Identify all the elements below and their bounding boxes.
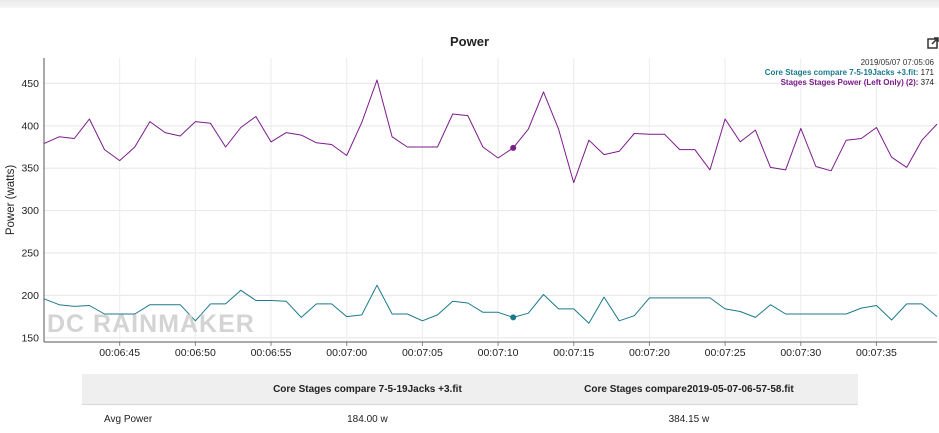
hover-tooltip: 2019/05/07 07:05:06 Core Stages compare … [765,58,934,88]
stats-header-row: Core Stages compare 7-5-19Jacks +3.fit C… [82,374,858,405]
x-tick-label: 00:06:55 [251,347,292,359]
x-tick-label: 00:07:05 [402,347,443,359]
tooltip-value: 171 [921,68,934,77]
x-tick-label: 00:07:10 [478,347,519,359]
x-tick-label: 00:07:00 [326,347,367,359]
y-tick-label: 350 [21,163,39,175]
y-axis-label: Power (watts) [5,165,17,235]
y-tick-label: 200 [21,290,39,302]
table-row: Avg Power 184.00 w 384.15 w [82,405,858,433]
plot-area [44,58,937,342]
x-tick-label: 00:07:30 [780,347,821,359]
tooltip-row-stages: Stages Stages Power (Left Only) (2): 374 [765,78,934,88]
x-tick-label: 00:07:20 [629,347,670,359]
tooltip-label: Core Stages compare 7-5-19Jacks +3.fit: [765,68,919,77]
power-chart[interactable]: 150 200 250 300 350 400 450 00:06:45 00:06:50 00:… [0,0,939,372]
highlight-point [510,145,516,151]
highlight-point [510,314,516,320]
y-tick-label: 250 [21,247,39,259]
x-tick-label: 00:06:50 [175,347,216,359]
tooltip-row-core: Core Stages compare 7-5-19Jacks +3.fit: … [765,68,934,78]
y-tick-label: 400 [21,120,39,132]
stats-row-label: Avg Power [82,405,215,433]
x-tick-label: 00:07:25 [705,347,746,359]
tooltip-label: Stages Stages Power (Left Only) (2): [781,78,919,87]
tooltip-time: 2019/05/07 07:05:06 [765,58,934,68]
stats-header-file-2: Core Stages compare2019-05-07-06-57-58.f… [520,374,858,405]
stats-value-file-1: 184.00 w [215,405,520,433]
y-tick-label: 450 [21,78,39,90]
stats-header-file-1: Core Stages compare 7-5-19Jacks +3.fit [215,374,520,405]
stats-table: Core Stages compare 7-5-19Jacks +3.fit C… [82,374,858,433]
x-tick-label: 00:07:15 [553,347,594,359]
y-tick-label: 300 [21,205,39,217]
y-tick-label: 150 [21,332,39,344]
x-tick-label: 00:06:45 [99,347,140,359]
stats-value-file-2: 384.15 w [520,405,858,433]
tooltip-value: 374 [921,78,934,87]
stats-header-blank [82,374,215,405]
x-tick-label: 00:07:35 [856,347,897,359]
